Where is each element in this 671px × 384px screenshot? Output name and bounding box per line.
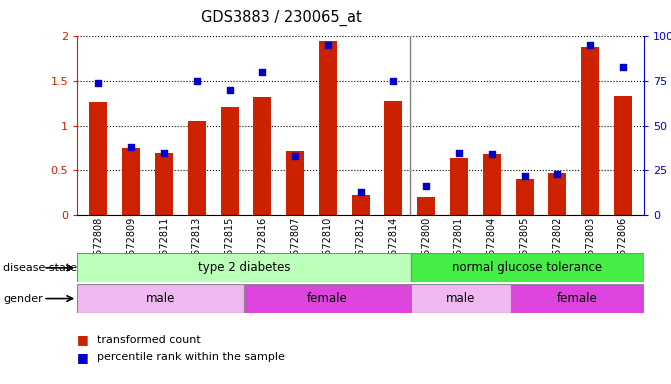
Bar [319, 41, 337, 215]
Bar [77, 253, 411, 282]
Text: ■: ■ [77, 351, 89, 364]
Point [454, 149, 464, 156]
Point [158, 149, 169, 156]
Bar [286, 151, 304, 215]
Bar [411, 284, 511, 313]
Bar [244, 284, 411, 313]
Point [552, 171, 563, 177]
Point [486, 151, 497, 157]
Bar [511, 284, 644, 313]
Point [93, 80, 104, 86]
Text: male: male [146, 292, 175, 305]
Text: GDS3883 / 230065_at: GDS3883 / 230065_at [201, 10, 362, 26]
Bar [188, 121, 206, 215]
Point [388, 78, 399, 84]
Text: normal glucose tolerance: normal glucose tolerance [452, 262, 603, 274]
Bar [614, 96, 632, 215]
Point [126, 144, 137, 150]
Text: disease state: disease state [3, 263, 77, 273]
Text: percentile rank within the sample: percentile rank within the sample [97, 352, 285, 362]
Point [617, 64, 628, 70]
Point [257, 69, 268, 75]
Text: female: female [557, 292, 598, 305]
Text: male: male [446, 292, 476, 305]
Bar [352, 195, 370, 215]
Text: female: female [307, 292, 348, 305]
Bar [581, 47, 599, 215]
Text: ■: ■ [77, 333, 89, 346]
Bar [417, 197, 435, 215]
Point [191, 78, 202, 84]
Point [519, 173, 530, 179]
Point [224, 87, 235, 93]
Point [290, 153, 301, 159]
Bar [221, 107, 239, 215]
Point [421, 184, 431, 190]
Text: transformed count: transformed count [97, 335, 201, 345]
Bar [122, 148, 140, 215]
Point [356, 189, 366, 195]
Bar [515, 179, 533, 215]
Bar [254, 97, 271, 215]
Bar [482, 154, 501, 215]
Bar [89, 102, 107, 215]
Point [584, 42, 595, 48]
Bar [155, 152, 173, 215]
Bar [77, 284, 244, 313]
Bar [450, 158, 468, 215]
Bar [384, 101, 403, 215]
Bar [548, 173, 566, 215]
Text: gender: gender [3, 294, 43, 304]
Bar [411, 253, 644, 282]
Text: type 2 diabetes: type 2 diabetes [198, 262, 290, 274]
Point [323, 42, 333, 48]
